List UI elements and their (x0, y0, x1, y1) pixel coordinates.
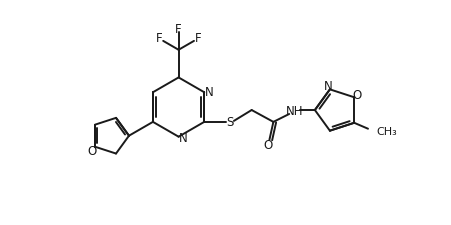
Text: NH: NH (286, 104, 303, 117)
Text: N: N (179, 132, 188, 144)
Text: N: N (204, 85, 213, 98)
Text: O: O (87, 144, 97, 158)
Text: O: O (352, 88, 361, 101)
Text: N: N (323, 80, 331, 92)
Text: F: F (194, 32, 201, 45)
Text: CH₃: CH₃ (375, 126, 396, 136)
Text: S: S (226, 116, 233, 129)
Text: O: O (263, 138, 272, 151)
Text: F: F (175, 22, 181, 35)
Text: F: F (156, 32, 162, 45)
